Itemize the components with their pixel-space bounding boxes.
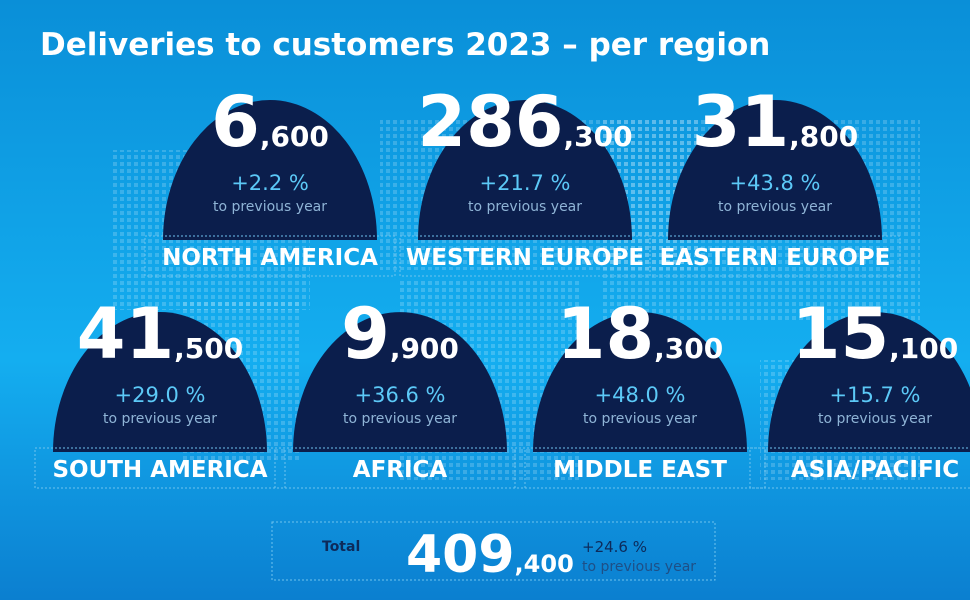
region-card: 31,800 +43.8 % to previous year EASTERN EUR… [649,81,901,277]
region-note: to previous year [343,411,457,427]
region-card: 41,500 +29.0 % to previous year SOUTH AMERI… [34,293,286,489]
region-value: 6,600 [211,81,329,163]
value-big: 31 [692,81,789,163]
region-name: NORTH AMERICA [162,245,378,271]
dome [163,100,377,240]
region-card: 15,100 +15.7 % to previous year ASIA/PACIFI… [749,293,970,489]
region-card: 9,900 +36.6 % to previous year AFRICA [274,293,526,489]
title: Deliveries to customers 2023 – per regio… [40,27,770,63]
total-big: 409 [406,525,515,585]
value-big: 6 [211,81,260,163]
region-note: to previous year [103,411,217,427]
region-note: to previous year [468,199,582,215]
total-frame [271,521,716,581]
dome [418,100,632,240]
value-big: 15 [792,293,889,375]
value-small: ,500 [174,332,243,365]
dome [533,312,747,452]
dome [668,100,882,240]
region-change: +21.7 % [480,171,571,195]
value-small: ,300 [564,120,633,153]
dome [53,312,267,452]
label-frame [144,235,396,277]
total-change: +24.6 % [582,538,647,556]
region-value: 31,800 [692,81,859,163]
label-frame [649,235,901,277]
dome [293,312,507,452]
label-frame [274,447,526,489]
label-frame [34,447,286,489]
regions: 6,600 +2.2 % to previous year NORTH AMERICA… [34,81,970,489]
value-small: ,300 [654,332,723,365]
region-change: +43.8 % [730,171,821,195]
region-value: 286,300 [417,81,632,163]
value-small: ,900 [390,332,459,365]
region-change: +48.0 % [595,383,686,407]
total-small: ,400 [515,550,574,578]
label-frame [514,447,766,489]
value-small: ,600 [260,120,329,153]
region-value: 15,100 [792,293,959,375]
region-note: to previous year [583,411,697,427]
region-change: +36.6 % [355,383,446,407]
value-big: 286 [417,81,563,163]
value-big: 9 [341,293,390,375]
region-name: MIDDLE EAST [553,457,727,483]
region-note: to previous year [718,199,832,215]
total-box: Total 409,400 +24.6 % to previous year [271,521,716,585]
total-value: 409,400 [406,525,574,585]
value-big: 18 [557,293,654,375]
region-name: SOUTH AMERICA [52,457,267,483]
region-change: +2.2 % [231,171,309,195]
region-change: +29.0 % [115,383,206,407]
region-name: EASTERN EUROPE [660,245,891,271]
region-change: +15.7 % [830,383,921,407]
total-label: Total [322,539,360,555]
region-value: 18,300 [557,293,724,375]
value-small: ,800 [789,120,858,153]
region-value: 41,500 [77,293,244,375]
value-big: 41 [77,293,174,375]
region-card: 6,600 +2.2 % to previous year NORTH AMERICA [144,81,396,277]
region-name: AFRICA [353,457,448,483]
region-card: 286,300 +21.7 % to previous year WESTERN EU… [399,81,651,277]
region-value: 9,900 [341,293,459,375]
region-name: ASIA/PACIFIC [791,457,959,483]
region-note: to previous year [818,411,932,427]
total-note: to previous year [582,559,696,575]
value-small: ,100 [889,332,958,365]
dome [768,312,970,452]
region-card: 18,300 +48.0 % to previous year MIDDLE EAST [514,293,766,489]
label-frame [749,447,970,489]
region-note: to previous year [213,199,327,215]
region-name: WESTERN EUROPE [406,245,644,271]
